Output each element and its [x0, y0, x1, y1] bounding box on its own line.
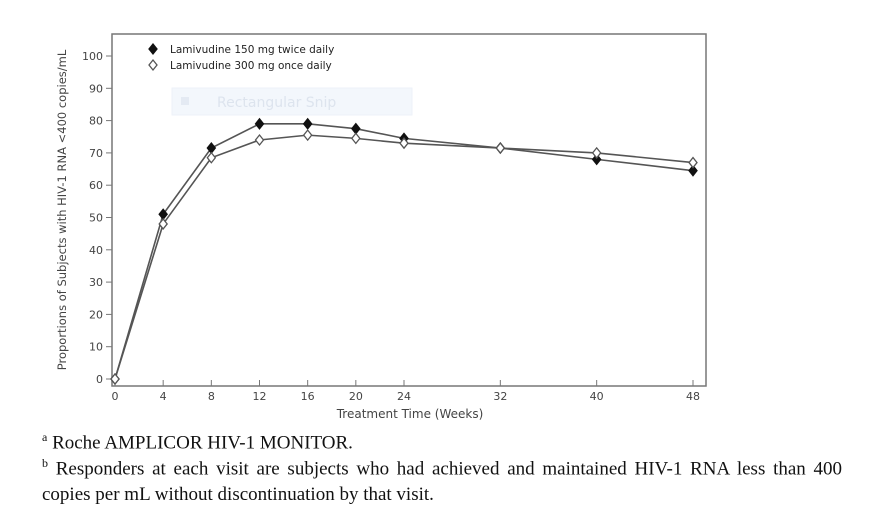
x-tick-label: 8 [208, 390, 215, 403]
data-point-series-2 [254, 133, 265, 147]
data-point-series-1 [591, 153, 602, 166]
data-point-series-2 [591, 146, 602, 159]
series-line-2 [114, 134, 694, 380]
footnote-text: Roche AMPLICOR HIV-1 MONITOR. [52, 432, 353, 454]
data-point-series-2 [399, 137, 409, 150]
y-tick-label: 70 [89, 147, 103, 160]
snip-icon [181, 97, 189, 105]
footnote-b: b Responders at each visit are subjects … [42, 450, 842, 508]
y-tick-label: 30 [89, 276, 103, 289]
y-axis-title: Proportions of Subjects with HIV-1 RNA <… [55, 49, 69, 370]
x-tick-label: 16 [301, 390, 315, 403]
x-tick-label: 24 [397, 390, 411, 403]
series-line-1 [114, 123, 694, 380]
y-tick-label: 90 [89, 82, 103, 95]
legend-marker-1 [148, 42, 158, 56]
x-tick-label: 20 [349, 390, 363, 403]
footnote-mark: b [42, 456, 48, 470]
data-point-series-1 [302, 117, 313, 130]
line-chart: Rectangular Snip 0 10 20 30 40 50 60 70 80 90 100 0… [55, 33, 707, 421]
y-tick-label: 10 [89, 341, 103, 354]
footnote-text: Responders at each visit are subjects wh… [42, 458, 843, 506]
data-point-series-1 [688, 164, 698, 177]
rectangular-snip-label: Rectangular Snip [217, 95, 336, 111]
x-tick-label: 4 [160, 390, 167, 403]
data-point-series-2 [158, 217, 168, 231]
data-point-series-2 [110, 372, 120, 386]
y-tick-label: 100 [82, 50, 103, 63]
x-tick-label: 12 [253, 390, 267, 403]
data-point-series-1 [254, 117, 265, 130]
y-tick-label: 80 [89, 115, 103, 128]
data-point-series-1 [351, 122, 361, 135]
x-tick-label: 0 [112, 390, 119, 403]
rectangular-snip-overlay [171, 87, 413, 116]
data-point-series-2 [351, 132, 361, 145]
data-point-series-2 [688, 156, 698, 169]
legend-label-2: Lamivudine 300 mg once daily [170, 60, 332, 72]
footnote-a: a Roche AMPLICOR HIV-1 MONITOR. [42, 424, 353, 456]
y-tick-label: 60 [89, 179, 103, 192]
y-tick-label: 20 [89, 308, 103, 321]
x-tick-label: 40 [590, 390, 604, 403]
x-tick-label: 32 [493, 390, 507, 403]
x-tick-label: 48 [686, 390, 700, 403]
legend-label-1: Lamivudine 150 mg twice daily [170, 44, 334, 56]
y-tick-label: 50 [89, 212, 103, 225]
y-tick-label: 40 [89, 244, 103, 257]
data-point-series-2 [495, 142, 506, 155]
data-point-series-2 [206, 151, 217, 164]
legend-marker-2 [148, 58, 158, 72]
x-axis-title: Treatment Time (Weeks) [336, 407, 484, 421]
footnote-mark: a [42, 430, 48, 444]
y-tick-label: 0 [96, 373, 103, 386]
data-point-series-2 [302, 129, 313, 142]
plot-frame [111, 33, 707, 387]
